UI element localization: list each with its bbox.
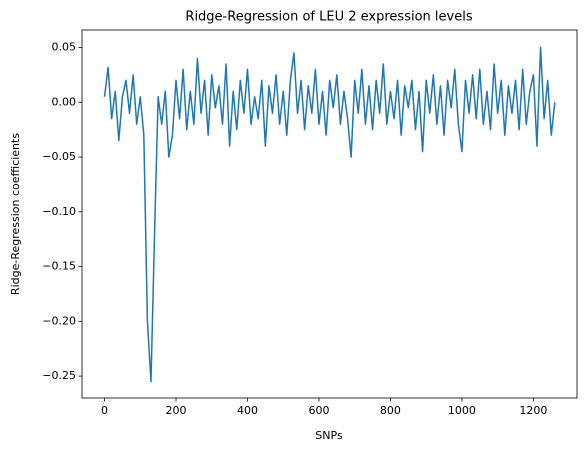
chart-title: Ridge-Regression of LEU 2 expression lev… [185,10,472,25]
x-tick-label: 1000 [448,404,476,417]
y-tick-label: −0.05 [42,150,76,163]
y-tick-label: −0.20 [42,314,76,327]
y-tick-label: 0.05 [52,41,77,54]
y-tick-label: −0.10 [42,205,76,218]
y-tick-label: 0.00 [52,95,77,108]
plot-frame [81,29,578,399]
y-axis-label: Ridge-Regression coefficients [9,133,22,295]
x-tick-label: 1200 [519,404,547,417]
x-tick-label: 400 [237,404,258,417]
data-line [103,46,556,383]
x-tick-label: 800 [380,404,401,417]
x-tick-label: 0 [101,404,108,417]
y-tick-label: −0.25 [42,369,76,382]
y-tick-label: −0.15 [42,260,76,273]
x-axis-label: SNPs [315,429,343,442]
x-tick-label: 600 [308,404,329,417]
x-tick-label: 200 [165,404,186,417]
